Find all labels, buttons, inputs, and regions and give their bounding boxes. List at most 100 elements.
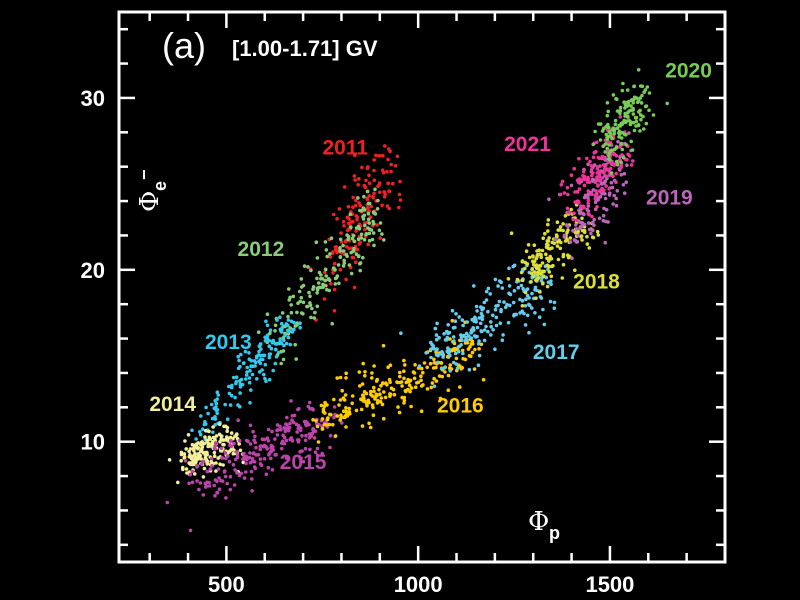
- data-point: [395, 154, 400, 159]
- data-point: [183, 439, 187, 443]
- y-tick-label: 30: [81, 86, 105, 111]
- data-point: [195, 465, 199, 469]
- data-point: [372, 168, 376, 173]
- data-point: [290, 414, 295, 418]
- data-point: [302, 264, 307, 268]
- data-point: [472, 367, 477, 371]
- data-point: [205, 439, 210, 444]
- data-point: [380, 232, 384, 236]
- data-point: [367, 421, 371, 426]
- data-point: [281, 433, 285, 438]
- data-point: [371, 405, 375, 410]
- data-point: [524, 297, 528, 302]
- x-axis-label: Φ p: [528, 507, 560, 543]
- data-point: [596, 233, 601, 237]
- data-point: [201, 427, 205, 432]
- data-point: [595, 193, 599, 198]
- data-point: [279, 321, 284, 326]
- data-point: [372, 364, 376, 368]
- data-point: [447, 350, 451, 355]
- data-point: [300, 311, 304, 315]
- data-point: [632, 84, 636, 89]
- data-point: [347, 410, 352, 414]
- data-point: [544, 252, 548, 256]
- data-point: [610, 185, 615, 190]
- data-point: [366, 211, 371, 216]
- data-point: [432, 357, 436, 362]
- data-point: [586, 162, 590, 167]
- data-point: [645, 85, 650, 89]
- data-point: [342, 258, 347, 263]
- data-point: [365, 189, 370, 194]
- data-point: [467, 367, 472, 372]
- data-point: [451, 360, 456, 365]
- data-point: [518, 311, 522, 315]
- data-point: [429, 355, 433, 360]
- data-point: [362, 237, 367, 242]
- data-point: [231, 375, 236, 380]
- data-point: [267, 377, 272, 382]
- data-point: [419, 409, 424, 414]
- data-point: [580, 224, 584, 228]
- data-point: [603, 150, 607, 154]
- data-point: [372, 385, 376, 390]
- data-point: [360, 424, 365, 428]
- data-point: [258, 343, 262, 348]
- data-point: [303, 446, 308, 451]
- data-point: [376, 198, 380, 203]
- data-point: [350, 236, 355, 241]
- data-point: [209, 402, 214, 407]
- data-point: [264, 319, 268, 324]
- data-point: [207, 442, 212, 446]
- data-point: [360, 382, 365, 386]
- data-point: [357, 242, 362, 246]
- data-point: [585, 156, 589, 161]
- data-point: [623, 111, 627, 116]
- data-point: [587, 246, 592, 250]
- series-labels-layer: 2011 2012 2013 2014 2015 2016 2017 2018 2019 2021…: [149, 59, 712, 474]
- data-point: [519, 283, 524, 288]
- data-point: [328, 433, 333, 438]
- data-point: [219, 446, 224, 451]
- data-point: [323, 240, 328, 244]
- data-point: [605, 101, 610, 105]
- data-point: [428, 361, 433, 366]
- data-point: [180, 465, 185, 470]
- data-point: [286, 428, 291, 433]
- data-point: [421, 370, 425, 375]
- data-point: [574, 223, 578, 227]
- data-point: [266, 427, 271, 432]
- data-point: [358, 203, 363, 208]
- data-point: [338, 375, 343, 380]
- data-point: [530, 267, 535, 271]
- data-point: [264, 379, 268, 384]
- data-point: [312, 316, 317, 320]
- data-point: [239, 377, 244, 382]
- data-point: [523, 304, 528, 308]
- data-point: [436, 353, 440, 358]
- data-point: [341, 264, 346, 268]
- data-point: [284, 456, 289, 460]
- data-point: [606, 109, 610, 114]
- data-point: [354, 408, 359, 413]
- series-label-2012: 2012: [238, 238, 285, 261]
- data-point: [564, 223, 569, 227]
- data-point: [285, 323, 290, 328]
- data-point: [605, 146, 609, 151]
- data-point: [213, 443, 218, 448]
- data-point: [203, 420, 207, 424]
- data-point: [367, 181, 372, 185]
- data-point: [412, 376, 417, 381]
- data-point: [217, 422, 222, 427]
- data-point: [611, 202, 615, 206]
- data-point: [402, 401, 406, 405]
- data-point: [265, 333, 270, 338]
- data-point: [237, 438, 242, 443]
- data-point: [287, 425, 292, 430]
- data-point: [203, 481, 208, 486]
- data-point: [469, 354, 473, 359]
- data-point: [567, 210, 571, 214]
- data-point: [604, 132, 609, 137]
- data-point: [451, 335, 456, 339]
